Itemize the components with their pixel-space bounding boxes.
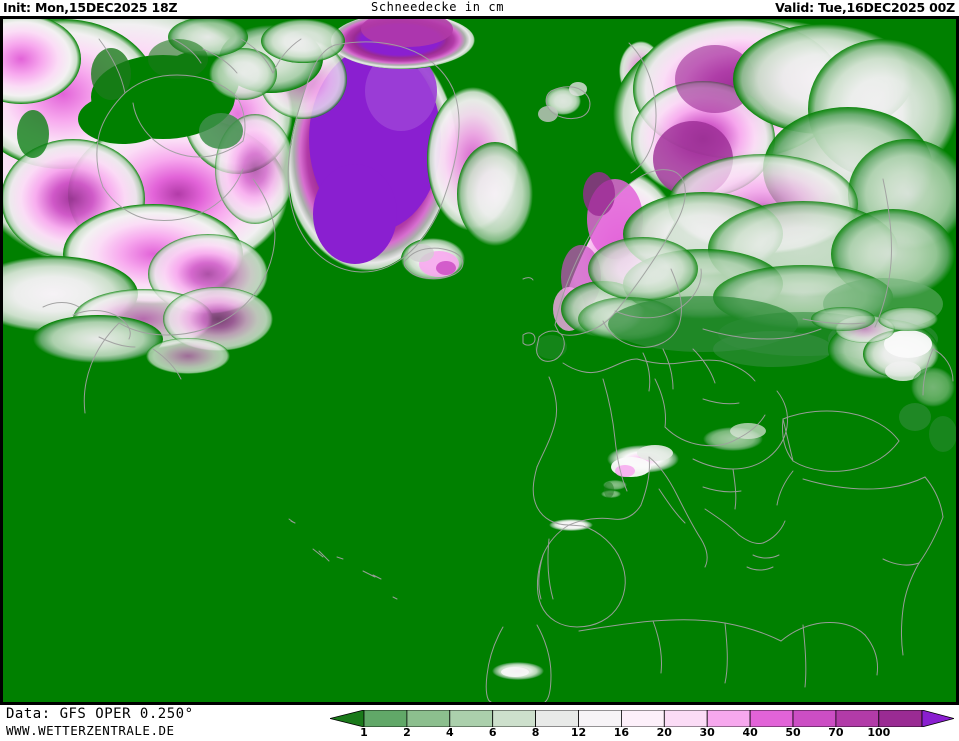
coastline-overlay xyxy=(42,38,954,702)
data-source-label: Data: GFS OPER 0.250° xyxy=(6,706,194,722)
color-scale-ticks: 1 2 4 6 8 12 16 20 30 40 50 70 100 xyxy=(330,727,954,740)
region-northwest-russia xyxy=(578,19,956,341)
map-frame xyxy=(0,16,959,705)
scale-tick-1: 1 xyxy=(360,726,368,739)
region-atlas-mountains xyxy=(492,662,544,680)
scale-tick-8: 8 xyxy=(531,726,540,739)
region-north-america xyxy=(3,19,295,374)
scale-tick-100: 100 xyxy=(867,726,891,739)
scale-tick-6: 6 xyxy=(488,726,497,739)
scale-under-arrow xyxy=(330,710,365,727)
color-scale-bar[interactable] xyxy=(330,710,954,727)
color-scale-svg xyxy=(330,710,954,727)
snow-depth-raster xyxy=(3,19,956,702)
scale-over-arrow xyxy=(921,710,954,727)
scale-tick-12: 12 xyxy=(570,726,587,739)
region-islands-med xyxy=(604,482,614,498)
scale-tick-40: 40 xyxy=(742,726,758,739)
region-alps xyxy=(607,445,679,477)
map-canvas[interactable] xyxy=(3,19,956,702)
valid-time-label: Valid: Tue,16DEC2025 00Z xyxy=(775,0,955,15)
color-scale-legend[interactable]: 1 2 4 6 8 12 16 20 30 40 50 70 100 xyxy=(330,706,954,740)
init-time-label: Init: Mon,15DEC2025 18Z xyxy=(3,0,178,15)
scale-tick-70: 70 xyxy=(828,726,844,739)
map-footer: Data: GFS OPER 0.250° WWW.WETTERZENTRALE… xyxy=(0,705,959,741)
scale-bands xyxy=(363,710,923,727)
region-caucasus xyxy=(811,307,956,452)
website-label: WWW.WETTERZENTRALE.DE xyxy=(6,723,175,738)
scale-tick-30: 30 xyxy=(699,726,715,739)
region-british-isles xyxy=(535,335,567,359)
scale-tick-20: 20 xyxy=(656,726,672,739)
page-title: Schneedecke in cm xyxy=(371,0,505,14)
scale-tick-2: 2 xyxy=(403,726,411,739)
scale-tick-4: 4 xyxy=(445,726,454,739)
scale-tick-16: 16 xyxy=(613,726,630,739)
map-header: Init: Mon,15DEC2025 18Z Schneedecke in c… xyxy=(0,0,959,16)
scale-tick-50: 50 xyxy=(785,726,801,739)
